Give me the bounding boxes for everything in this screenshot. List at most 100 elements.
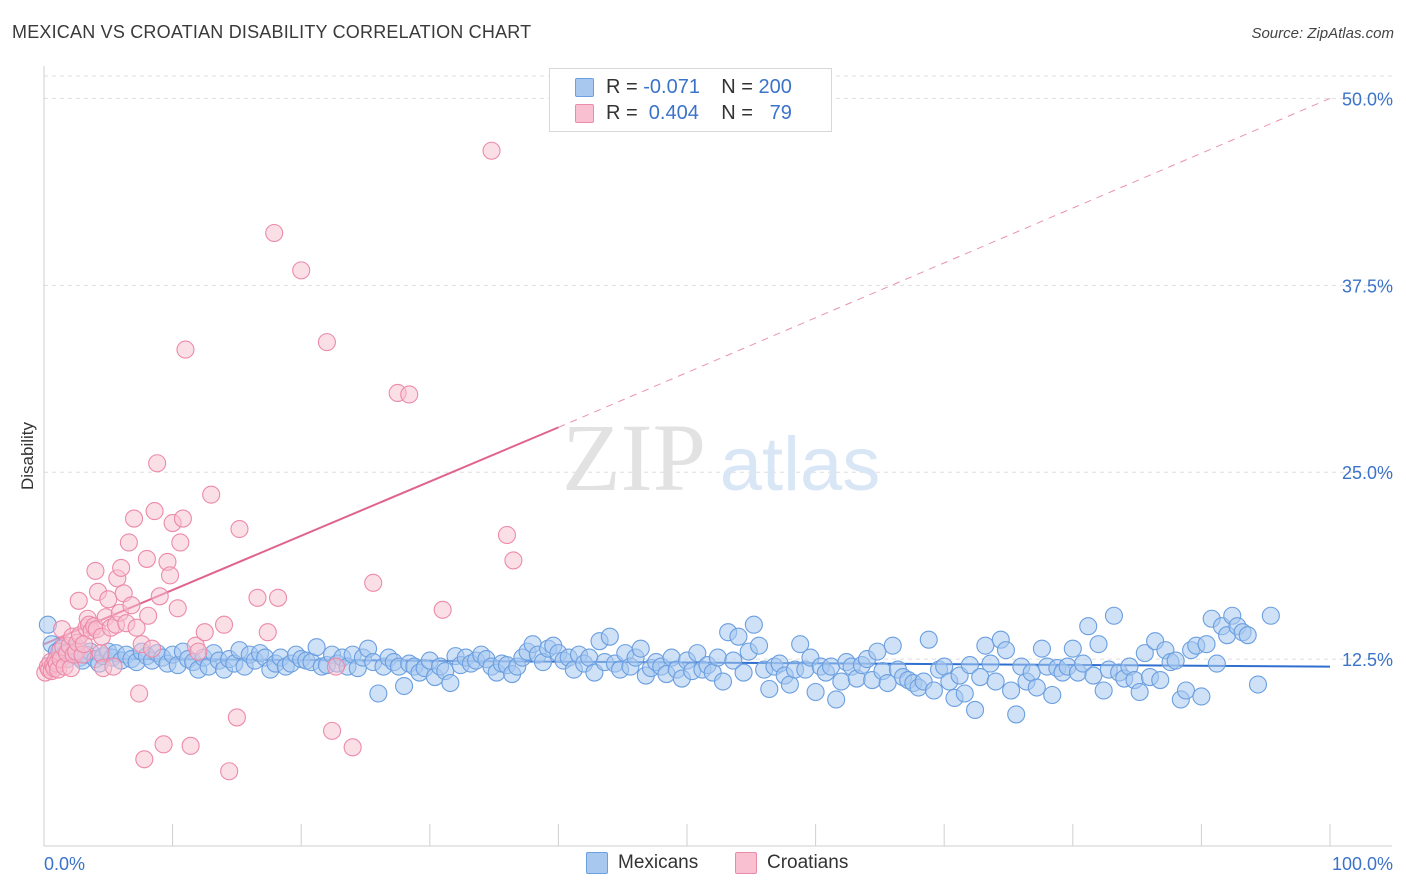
point-mexicans (1176, 681, 1196, 700)
point-croatians (86, 561, 105, 580)
point-mexicans (1104, 606, 1124, 625)
point-mexicans (1043, 685, 1062, 705)
point-croatians (69, 591, 88, 610)
point-croatians (122, 596, 141, 615)
point-croatians (91, 644, 110, 663)
point-mexicans (924, 681, 943, 700)
point-mexicans (760, 679, 779, 699)
point-mexicans (1007, 705, 1026, 724)
point-mexicans (729, 627, 748, 646)
point-croatians (265, 223, 284, 243)
legend-label-croatians: Croatians (767, 852, 849, 873)
n-label: N = (721, 75, 753, 98)
point-mexicans (806, 682, 825, 702)
n-value: 200 (758, 75, 792, 98)
point-mexicans (713, 672, 733, 691)
point-mexicans (1197, 635, 1216, 654)
trend-lines (43, 97, 1331, 668)
legend-item-mexicans: Mexicans (586, 852, 698, 874)
point-mexicans (1166, 651, 1185, 670)
point-mexicans (1074, 654, 1093, 673)
x-tick-label: 100.0% (1332, 854, 1393, 874)
point-croatians (248, 588, 267, 607)
point-croatians (124, 509, 144, 528)
legend-item-croatians: Croatians (735, 852, 848, 874)
point-croatians (497, 525, 517, 545)
point-croatians (317, 333, 336, 352)
point-croatians (150, 587, 169, 606)
point-croatians (400, 385, 419, 404)
point-mexicans (1089, 635, 1108, 654)
point-croatians (99, 590, 118, 609)
grid-lines (44, 75, 1392, 660)
point-croatians (173, 509, 192, 528)
point-croatians (130, 684, 149, 703)
point-mexicans (600, 627, 619, 646)
point-croatians (214, 615, 234, 634)
legend-label-mexicans: Mexicans (618, 852, 699, 873)
point-mexicans (1238, 626, 1257, 645)
point-mexicans (976, 636, 995, 655)
point-croatians (181, 736, 200, 755)
point-croatians (176, 340, 195, 359)
r-value: -0.071 (643, 75, 700, 98)
point-croatians (119, 533, 138, 552)
point-mexicans (631, 639, 650, 658)
point-mexicans (1248, 675, 1268, 694)
legend-row-croatians: R = 0.404 N = 79 (550, 100, 792, 126)
point-mexicans (1261, 606, 1280, 625)
point-mexicans (883, 636, 902, 655)
n-value: 79 (758, 101, 792, 124)
axes (43, 66, 1392, 847)
r-value: 0.404 (643, 101, 699, 124)
point-croatians (135, 750, 154, 769)
point-mexicans (1079, 617, 1098, 636)
legend-swatch-mexicans (575, 77, 594, 97)
point-croatians (127, 618, 146, 637)
point-mexicans (981, 654, 1000, 673)
point-mexicans (1027, 678, 1046, 697)
point-mexicans (868, 642, 887, 661)
point-mexicans (724, 651, 743, 670)
point-mexicans (734, 663, 753, 682)
stats-legend: R = -0.071 N = 200 R = 0.404 N = 79 (549, 68, 832, 132)
watermark: ZIP atlas (562, 404, 880, 511)
y-tick-label: 37.5% (1342, 276, 1393, 296)
point-croatians (168, 599, 187, 618)
tick-labels: 12.5% 25.0% 37.5% 50.0% 0.0% 100.0% (44, 89, 1393, 874)
x-tick-label: 0.0% (44, 854, 85, 874)
point-croatians (364, 573, 383, 592)
point-croatians (292, 261, 311, 280)
point-croatians (112, 558, 131, 577)
point-croatians (195, 623, 214, 642)
watermark-zip: ZIP (562, 404, 706, 511)
point-mexicans (1192, 687, 1211, 706)
y-tick-label: 50.0% (1342, 89, 1393, 109)
point-mexicans (1135, 644, 1154, 663)
point-mexicans (1084, 666, 1103, 685)
point-mexicans (955, 684, 974, 703)
legend-row-mexicans: R = -0.071 N = 200 (550, 74, 792, 100)
point-mexicans (1063, 639, 1082, 658)
point-croatians (139, 606, 158, 625)
point-mexicans (441, 673, 460, 693)
point-croatians (104, 657, 123, 676)
point-croatians (326, 657, 345, 676)
point-mexicans (369, 684, 388, 703)
y-axis-title: Disability (18, 421, 37, 491)
point-mexicans (1032, 639, 1051, 658)
point-mexicans (878, 673, 897, 693)
r-label: R = (606, 75, 638, 98)
point-mexicans (307, 638, 326, 657)
point-mexicans (1207, 654, 1226, 673)
source-label: Source: ZipAtlas.com (1251, 25, 1394, 42)
point-croatians (269, 588, 288, 607)
chart-title: MEXICAN VS CROATIAN DISABILITY CORRELATI… (12, 22, 532, 42)
point-mexicans (749, 636, 769, 655)
point-mexicans (688, 644, 707, 663)
point-croatians (189, 642, 208, 661)
series-legend: Mexicans Croatians (0, 852, 1406, 878)
point-mexicans (708, 648, 727, 667)
point-croatians (433, 600, 452, 619)
